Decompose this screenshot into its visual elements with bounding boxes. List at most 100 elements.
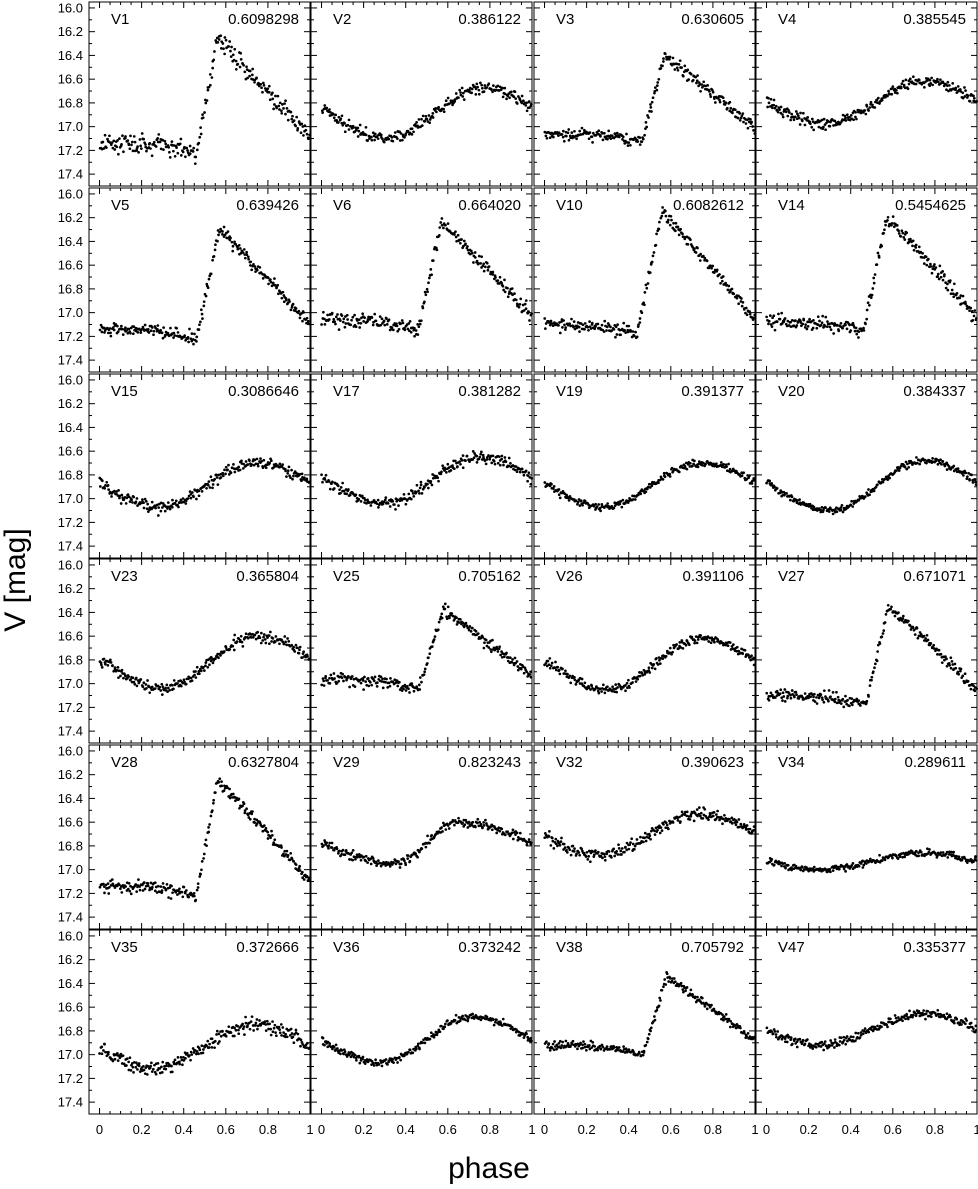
data-point	[210, 76, 214, 79]
data-point	[650, 110, 653, 113]
data-point	[152, 329, 156, 333]
data-point	[890, 221, 894, 225]
data-point	[642, 668, 646, 672]
data-point	[446, 605, 450, 609]
data-point	[197, 494, 201, 498]
data-point	[125, 496, 129, 500]
data-point	[124, 326, 127, 330]
data-point	[725, 283, 728, 287]
data-point	[802, 318, 806, 322]
data-point	[233, 240, 236, 244]
data-point	[293, 650, 297, 653]
data-point	[564, 669, 567, 673]
data-point	[670, 218, 673, 222]
data-point	[106, 331, 110, 335]
data-point	[491, 454, 495, 458]
data-point	[936, 272, 940, 276]
data-point	[558, 496, 562, 500]
data-point	[437, 105, 440, 109]
data-point	[801, 111, 805, 115]
data-point	[455, 623, 459, 626]
data-point	[336, 484, 340, 488]
data-point	[348, 685, 351, 689]
data-point	[865, 317, 869, 321]
data-point	[777, 312, 780, 316]
data-point	[283, 102, 286, 105]
data-point	[951, 81, 955, 85]
data-point	[876, 101, 879, 105]
data-point	[550, 661, 554, 665]
data-point	[975, 316, 978, 320]
data-point	[470, 87, 474, 91]
data-point	[222, 225, 226, 229]
data-point	[412, 130, 415, 134]
data-point	[229, 49, 232, 53]
data-point	[404, 689, 408, 692]
data-point	[417, 683, 421, 687]
data-point	[937, 277, 941, 281]
data-point	[880, 98, 884, 102]
data-point	[900, 229, 904, 233]
data-point	[303, 124, 307, 127]
data-point	[441, 605, 445, 609]
data-point	[130, 680, 134, 684]
data-point	[517, 95, 520, 98]
data-point	[157, 514, 160, 517]
data-point	[374, 319, 378, 323]
data-point	[543, 317, 547, 320]
data-point	[798, 123, 802, 126]
data-point	[142, 501, 145, 505]
data-point	[268, 461, 272, 465]
data-point	[637, 323, 640, 327]
data-point	[598, 687, 602, 691]
data-point	[729, 106, 733, 110]
data-point	[629, 143, 632, 147]
data-point	[500, 281, 504, 285]
data-point	[194, 670, 197, 673]
data-point	[474, 629, 478, 633]
data-point	[658, 220, 661, 224]
data-point	[397, 504, 400, 508]
data-point	[208, 73, 212, 76]
data-point	[391, 139, 395, 143]
data-point	[189, 492, 193, 496]
data-point	[767, 96, 770, 100]
y-tick-label: 16.2	[58, 581, 83, 596]
data-point	[136, 504, 139, 507]
data-point	[609, 137, 613, 141]
data-point	[329, 110, 332, 114]
data-point	[502, 463, 505, 467]
data-point	[404, 132, 408, 135]
data-point	[423, 670, 427, 674]
data-point	[197, 141, 201, 145]
data-point	[857, 330, 861, 334]
data-point	[725, 106, 729, 110]
data-point	[305, 132, 309, 136]
data-point	[127, 495, 131, 499]
data-point	[419, 483, 423, 487]
data-point	[925, 263, 929, 267]
y-tick-label: 16.0	[58, 557, 83, 572]
data-point	[284, 99, 287, 103]
data-point	[563, 323, 566, 327]
data-point	[792, 499, 796, 503]
data-point	[556, 665, 560, 669]
data-point	[271, 97, 275, 101]
data-point	[939, 275, 943, 279]
data-point	[282, 642, 286, 646]
data-point	[232, 648, 236, 652]
data-point	[163, 139, 167, 143]
data-point	[694, 251, 698, 254]
data-point	[229, 236, 232, 240]
data-point	[961, 91, 965, 95]
data-point	[664, 209, 667, 213]
star-name: V10	[556, 197, 583, 214]
data-point	[337, 328, 341, 331]
data-point	[483, 641, 486, 645]
data-point	[666, 221, 670, 224]
data-point	[923, 458, 927, 462]
data-point	[426, 120, 430, 123]
data-point	[837, 329, 841, 333]
data-point	[359, 321, 363, 325]
data-point	[188, 144, 192, 148]
